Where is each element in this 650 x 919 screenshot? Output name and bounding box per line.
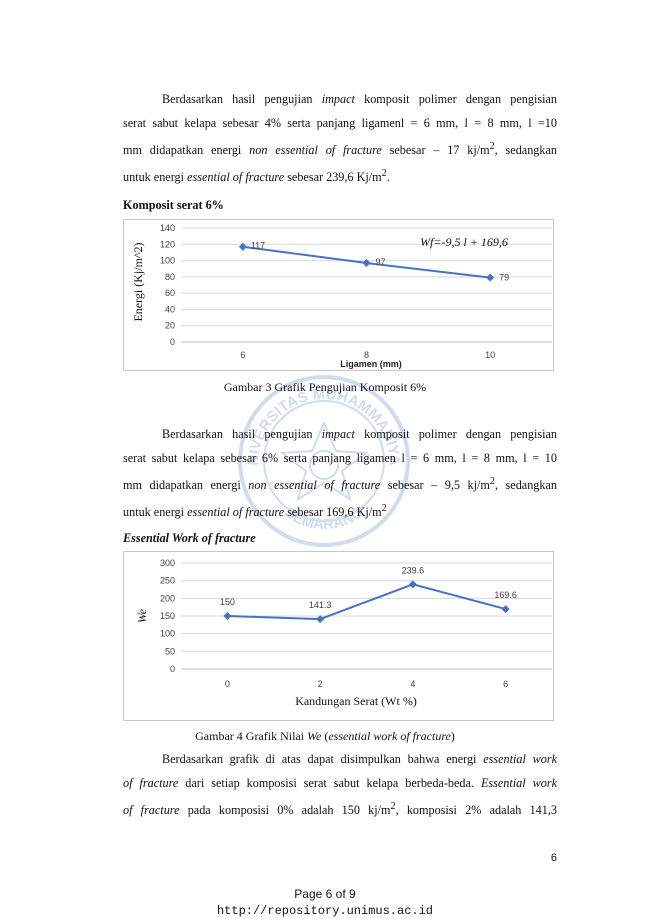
data-label: 79 <box>499 273 509 283</box>
data-point-marker <box>238 242 247 251</box>
data-label: 141.3 <box>309 600 332 610</box>
data-point-marker <box>408 580 417 589</box>
data-label: 117 <box>251 241 265 251</box>
y-tick-label: 60 <box>165 288 175 298</box>
y-tick-label: 40 <box>165 304 175 314</box>
university-seal-watermark: UNIVERSITAS MUHAMMADIYAH SEMARANG <box>236 373 410 547</box>
y-tick-label: 50 <box>165 646 175 656</box>
y-tick-label: 100 <box>160 256 175 266</box>
x-tick-label: 4 <box>410 679 415 689</box>
y-axis-label: We <box>135 608 149 623</box>
paragraph-2: Berdasarkan hasil pengujian impact kompo… <box>123 427 557 520</box>
y-axis-label: Energi (Kj/m^2) <box>131 242 145 321</box>
x-tick-label: 6 <box>503 679 508 689</box>
section-heading-komposit: Komposit serat 6% <box>123 198 224 212</box>
figure-caption-4: Gambar 4 Grafik Nilai We (essential work… <box>195 729 455 743</box>
data-point-marker <box>486 273 495 282</box>
y-tick-label: 150 <box>160 611 175 621</box>
x-axis-label: Kandungan Serat (Wt %) <box>295 694 417 708</box>
x-tick-label: 8 <box>364 350 369 360</box>
data-point-marker <box>362 259 371 268</box>
x-axis-label: Ligamen (mm) <box>340 359 402 369</box>
y-tick-label: 0 <box>170 337 175 347</box>
x-tick-label: 0 <box>225 679 230 689</box>
data-label: 239.6 <box>402 565 425 575</box>
paragraph-1: Berdasarkan hasil pengujian impact kompo… <box>123 92 557 185</box>
x-tick-label: 6 <box>240 350 245 360</box>
page-number: 6 <box>550 852 557 864</box>
data-label: 97 <box>376 257 386 267</box>
data-label: 169.6 <box>494 590 517 600</box>
data-point-marker <box>223 612 232 620</box>
series-line <box>227 583 506 621</box>
regression-equation-annotation: Wf=-9,5 l + 169,6 <box>420 235 508 249</box>
y-tick-label: 20 <box>165 321 175 331</box>
x-tick-label: 10 <box>485 350 495 360</box>
y-tick-label: 140 <box>160 223 175 233</box>
chart-1-svg: 0 20 40 60 80 100 120 140 6 8 10 117 97 79 Ligamen (mm… <box>131 223 552 369</box>
footer-url: http://repository.unimus.ac.id <box>216 904 434 918</box>
chart-2-svg: 0 50 100 150 200 250 300 0 2 4 6 150 141.3 239.6 169.6… <box>135 558 552 708</box>
y-tick-label: 120 <box>160 239 175 249</box>
y-tick-label: 0 <box>170 664 175 674</box>
data-label: 150 <box>220 597 235 607</box>
x-tick-label: 2 <box>318 679 323 689</box>
y-tick-label: 80 <box>165 272 175 282</box>
y-tick-label: 250 <box>160 576 175 586</box>
footer-page-indicator: Page 6 of 9 <box>294 887 356 901</box>
section-heading-essential-work: Essential Work of fracture <box>123 531 256 545</box>
data-point-marker <box>316 615 325 624</box>
y-tick-label: 100 <box>160 629 175 639</box>
chart-essential-work: 0 50 100 150 200 250 300 0 2 4 6 150 141.3 239.6 169.6… <box>123 551 554 721</box>
figure-caption-3: Gambar 3 Grafik Pengujian Komposit 6% <box>223 380 427 394</box>
data-point-marker <box>501 605 510 614</box>
paragraph-3: Berdasarkan grafik di atas dapat disimpu… <box>123 752 558 818</box>
y-tick-label: 200 <box>160 593 175 603</box>
y-tick-label: 300 <box>160 558 175 568</box>
chart-komposit-6: 0 20 40 60 80 100 120 140 6 8 10 117 97 79 Ligamen (mm… <box>123 219 554 371</box>
